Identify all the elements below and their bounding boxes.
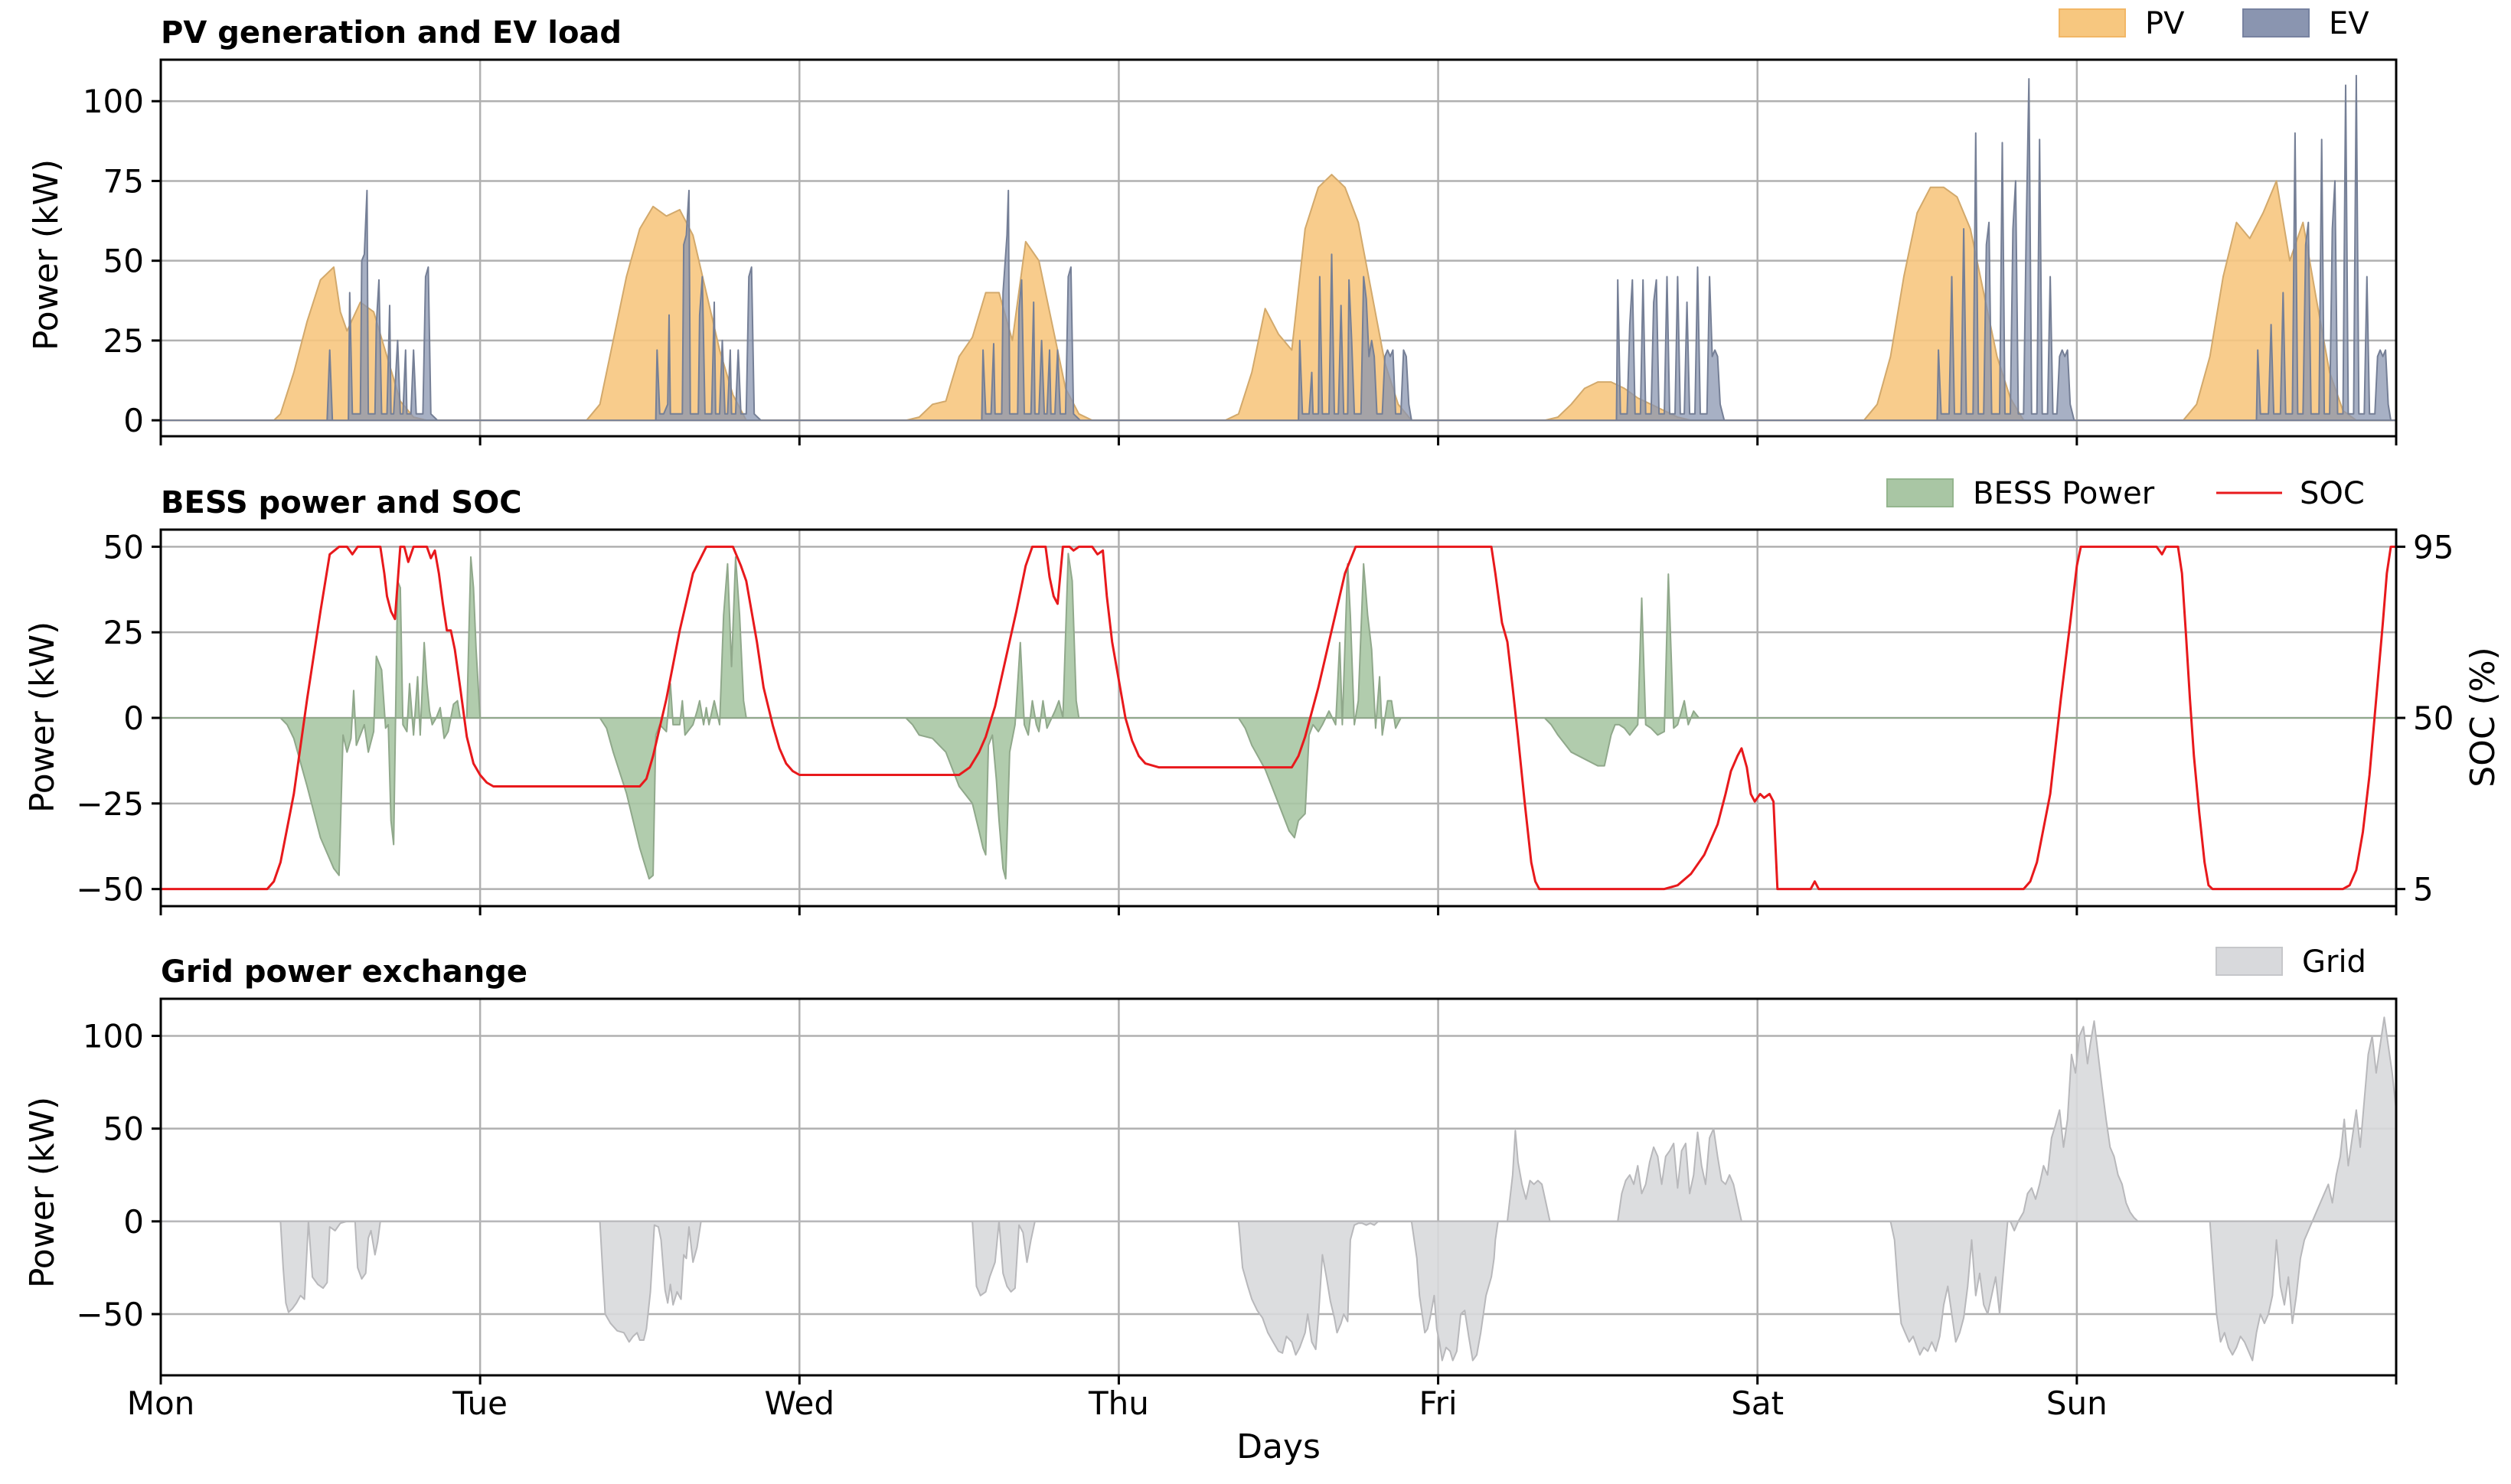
panel1-frame	[159, 58, 2398, 438]
y-tick-label: 50	[103, 528, 144, 566]
panel2-title: BESS power and SOC	[161, 485, 522, 520]
x-tick-label: Thu	[1088, 1385, 1149, 1422]
y-tick-label: 100	[83, 83, 144, 120]
panel2-ylabel: Power (kW)	[23, 621, 62, 813]
y2-tick-label: 50	[2413, 700, 2454, 737]
legend-swatch-ev	[2242, 8, 2310, 38]
y-tick-label: 0	[123, 1203, 144, 1241]
panel2-y2label: SOC (%)	[2464, 647, 2503, 787]
panel2-series	[160, 545, 2397, 891]
y2-tick-label: 5	[2413, 871, 2434, 908]
legend-label-pv: PV	[2145, 6, 2185, 41]
y-tick-label: −25	[76, 785, 144, 823]
legend-label-ev: EV	[2329, 6, 2369, 41]
x-tick-label: Sat	[1731, 1385, 1784, 1422]
legend-label-grid: Grid	[2302, 944, 2366, 980]
panel3-legend: Grid	[2215, 944, 2366, 980]
panel1-series	[160, 74, 2397, 422]
panel1-title: PV generation and EV load	[161, 15, 622, 51]
y-tick-label: 25	[103, 322, 144, 360]
y-tick-label: 0	[123, 700, 144, 737]
panel3-frame	[159, 997, 2398, 1377]
series-soc-line	[161, 545, 2396, 891]
panel-bess-soc: BESS power and SOC Power (kW) SOC (%) −5…	[23, 476, 2503, 915]
legend-label-bess: BESS Power	[1973, 476, 2155, 511]
panel1-legend: PV EV	[2059, 6, 2369, 41]
y-tick-label: 75	[103, 162, 144, 200]
series-bess-power-area	[160, 553, 2397, 880]
legend-swatch-grid	[2215, 947, 2283, 976]
x-tick-label: Mon	[127, 1385, 195, 1422]
y-tick-label: 0	[123, 402, 144, 439]
legend-swatch-bess	[1886, 478, 1954, 507]
y-tick-label: 50	[103, 243, 144, 280]
x-tick-label: Sun	[2046, 1385, 2108, 1422]
panel3-xlabel: Days	[1236, 1427, 1321, 1466]
panel2-frame	[159, 528, 2398, 908]
series-ev-area	[160, 74, 2397, 422]
legend-label-soc: SOC	[2300, 476, 2365, 511]
x-tick-label: Tue	[452, 1385, 508, 1422]
panel3-ylabel: Power (kW)	[23, 1097, 62, 1288]
panel2-y2ticks: 5 50 95	[2396, 528, 2454, 908]
y-tick-label: 50	[103, 1111, 144, 1148]
panel1-yticks: 0 25 50 75 100	[83, 83, 161, 439]
x-tick-label: Wed	[764, 1385, 834, 1422]
panel1-ylabel: Power (kW)	[27, 159, 66, 351]
panel3-xticks: Mon Tue Wed Thu Fri Sat Sun	[127, 1385, 2108, 1422]
y-tick-label: 100	[83, 1017, 144, 1055]
panel2-legend: BESS Power SOC	[1886, 476, 2365, 511]
panel3-series	[160, 1016, 2397, 1362]
panel3-title: Grid power exchange	[161, 954, 527, 990]
panel-pv-ev: PV generation and EV load Power (kW) 0 25…	[27, 6, 2398, 445]
series-grid-area	[160, 1016, 2397, 1362]
y-tick-label: −50	[76, 871, 144, 908]
x-tick-label: Fri	[1419, 1385, 1458, 1422]
series-pv-area	[160, 174, 2397, 422]
panel-grid: Grid power exchange Power (kW) −50 0 50 100…	[23, 944, 2398, 1466]
y2-tick-label: 95	[2413, 528, 2454, 566]
panel2-yticks: −50 −25 0 25 50	[76, 528, 161, 908]
y-tick-label: 25	[103, 614, 144, 651]
series-bess-power-area-friday	[1543, 573, 1706, 767]
panel3-yticks: −50 0 50 100	[76, 1017, 161, 1333]
y-tick-label: −50	[76, 1296, 144, 1333]
legend-swatch-pv	[2059, 8, 2126, 38]
